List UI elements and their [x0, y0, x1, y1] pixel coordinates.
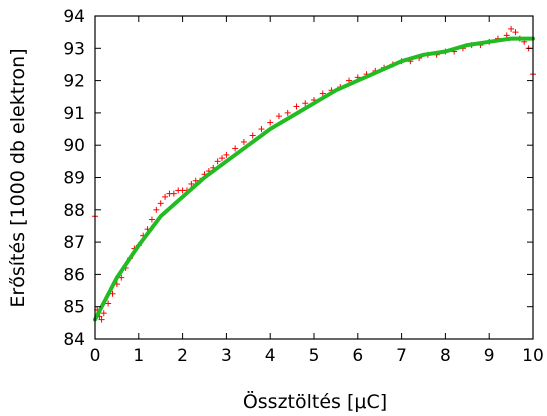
y-tick-label: 87	[63, 233, 85, 253]
y-tick-label: 90	[63, 136, 85, 156]
data-point	[267, 119, 274, 126]
y-tick-label: 93	[63, 39, 85, 59]
x-tick-label: 1	[133, 346, 144, 366]
data-point	[258, 126, 265, 133]
x-tick-label: 4	[265, 346, 276, 366]
y-axis-title: Erősítés [1000 db elektron]	[7, 48, 29, 307]
data-point	[98, 316, 105, 323]
y-tick-label: 91	[63, 104, 85, 124]
fit-line	[93, 36, 535, 322]
data-point	[249, 132, 256, 139]
x-tick-label: 0	[90, 346, 101, 366]
data-point	[319, 90, 326, 97]
data-point	[214, 158, 221, 165]
data-point	[275, 113, 282, 120]
fit-curve	[93, 36, 535, 322]
x-tick-label: 7	[396, 346, 407, 366]
y-tick-label: 94	[63, 7, 85, 27]
y-tick-label: 89	[63, 169, 85, 189]
y-tick-label: 86	[63, 265, 85, 285]
data-point	[240, 138, 247, 145]
data-point	[153, 206, 160, 213]
data-point	[170, 190, 177, 197]
x-tick-label: 9	[484, 346, 495, 366]
x-tick-label: 8	[440, 346, 451, 366]
plot-frame	[94, 15, 534, 340]
data-point	[100, 310, 107, 317]
x-tick-label: 5	[309, 346, 320, 366]
y-tick-label: 92	[63, 72, 85, 92]
x-tick-label: 6	[352, 346, 363, 366]
data-point	[148, 216, 155, 223]
x-axis-title: Össztöltés [μC]	[243, 390, 387, 413]
data-point	[293, 103, 300, 110]
data-point	[512, 29, 519, 36]
data-point	[232, 145, 239, 152]
data-point	[223, 151, 230, 158]
data-point	[302, 100, 309, 107]
data-point	[162, 193, 169, 200]
data-point	[157, 200, 164, 207]
data-point	[284, 109, 291, 116]
data-point	[508, 25, 515, 32]
data-point	[188, 180, 195, 187]
x-tick-label: 3	[221, 346, 232, 366]
data-point	[219, 155, 226, 162]
x-tick-label: 2	[177, 346, 188, 366]
data-point	[105, 300, 112, 307]
y-tick-label: 85	[63, 298, 85, 318]
x-tick-label: 10	[522, 346, 544, 366]
y-tick-label: 88	[63, 201, 85, 221]
data-points	[92, 25, 536, 323]
y-tick-label: 84	[63, 330, 85, 350]
